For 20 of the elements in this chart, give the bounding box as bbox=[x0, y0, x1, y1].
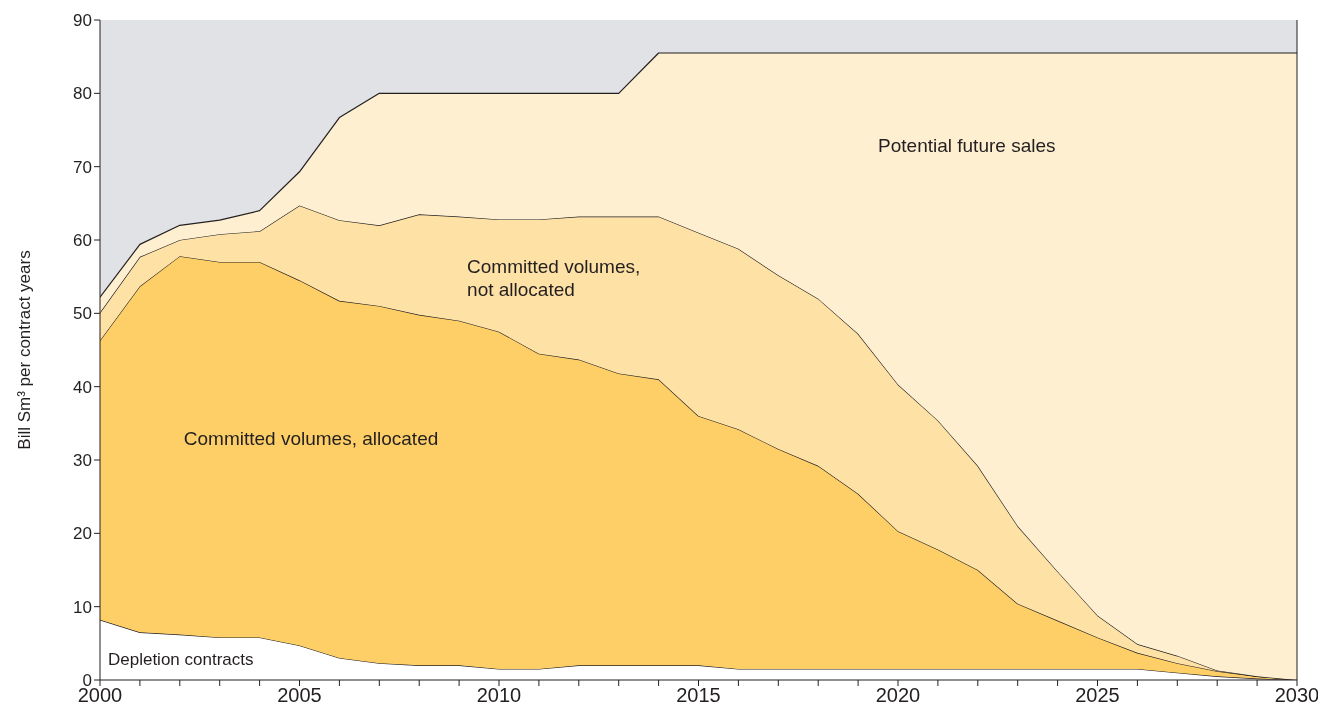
y-tick-label: 60 bbox=[73, 231, 92, 251]
series-label: Committed volumes, not allocated bbox=[467, 256, 641, 300]
series-label: Potential future sales bbox=[878, 135, 1056, 156]
y-tick-label: 70 bbox=[73, 157, 92, 177]
y-tick-label: 90 bbox=[73, 11, 92, 31]
y-axis-title: Bill Sm³ per contract years bbox=[15, 250, 34, 450]
y-tick-label: 30 bbox=[73, 451, 92, 471]
x-tick-label: 2005 bbox=[277, 684, 322, 707]
x-tick-label: 2010 bbox=[476, 684, 522, 707]
x-tick-label: 2030 bbox=[1274, 684, 1320, 707]
y-tick-label: 80 bbox=[73, 84, 92, 104]
x-tick-label: 2015 bbox=[676, 684, 721, 707]
x-tick-label: 2025 bbox=[1075, 684, 1120, 707]
x-tick-label: 2020 bbox=[875, 684, 921, 707]
series-label: Committed volumes, allocated bbox=[183, 428, 439, 450]
series-label: Depletion contracts bbox=[107, 650, 254, 670]
y-tick-label: 50 bbox=[73, 304, 92, 324]
y-tick-label: 10 bbox=[73, 597, 92, 617]
y-tick-label: 20 bbox=[73, 524, 92, 544]
y-tick-label: 40 bbox=[73, 377, 92, 397]
